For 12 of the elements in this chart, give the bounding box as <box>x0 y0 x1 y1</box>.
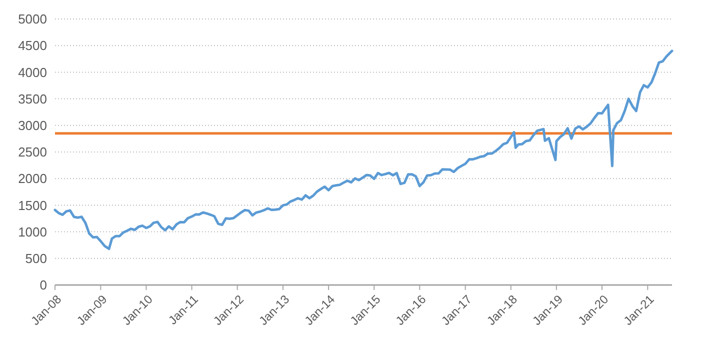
y-tick-label: 4500 <box>18 38 47 54</box>
y-tick-label: 3000 <box>18 118 47 133</box>
line-series <box>54 50 674 250</box>
y-tick-label: 2500 <box>18 144 47 160</box>
y-tick-label: 1500 <box>18 198 47 213</box>
y-tick-label: 500 <box>25 250 47 266</box>
y-tick-label: 4000 <box>18 64 47 80</box>
y-tick-label: 5000 <box>18 12 47 27</box>
y-tick-label: 1000 <box>18 224 47 240</box>
y-tick-label: 3500 <box>18 91 47 106</box>
y-tick-label: 0 <box>40 278 47 293</box>
y-tick-label: 2000 <box>18 171 47 186</box>
